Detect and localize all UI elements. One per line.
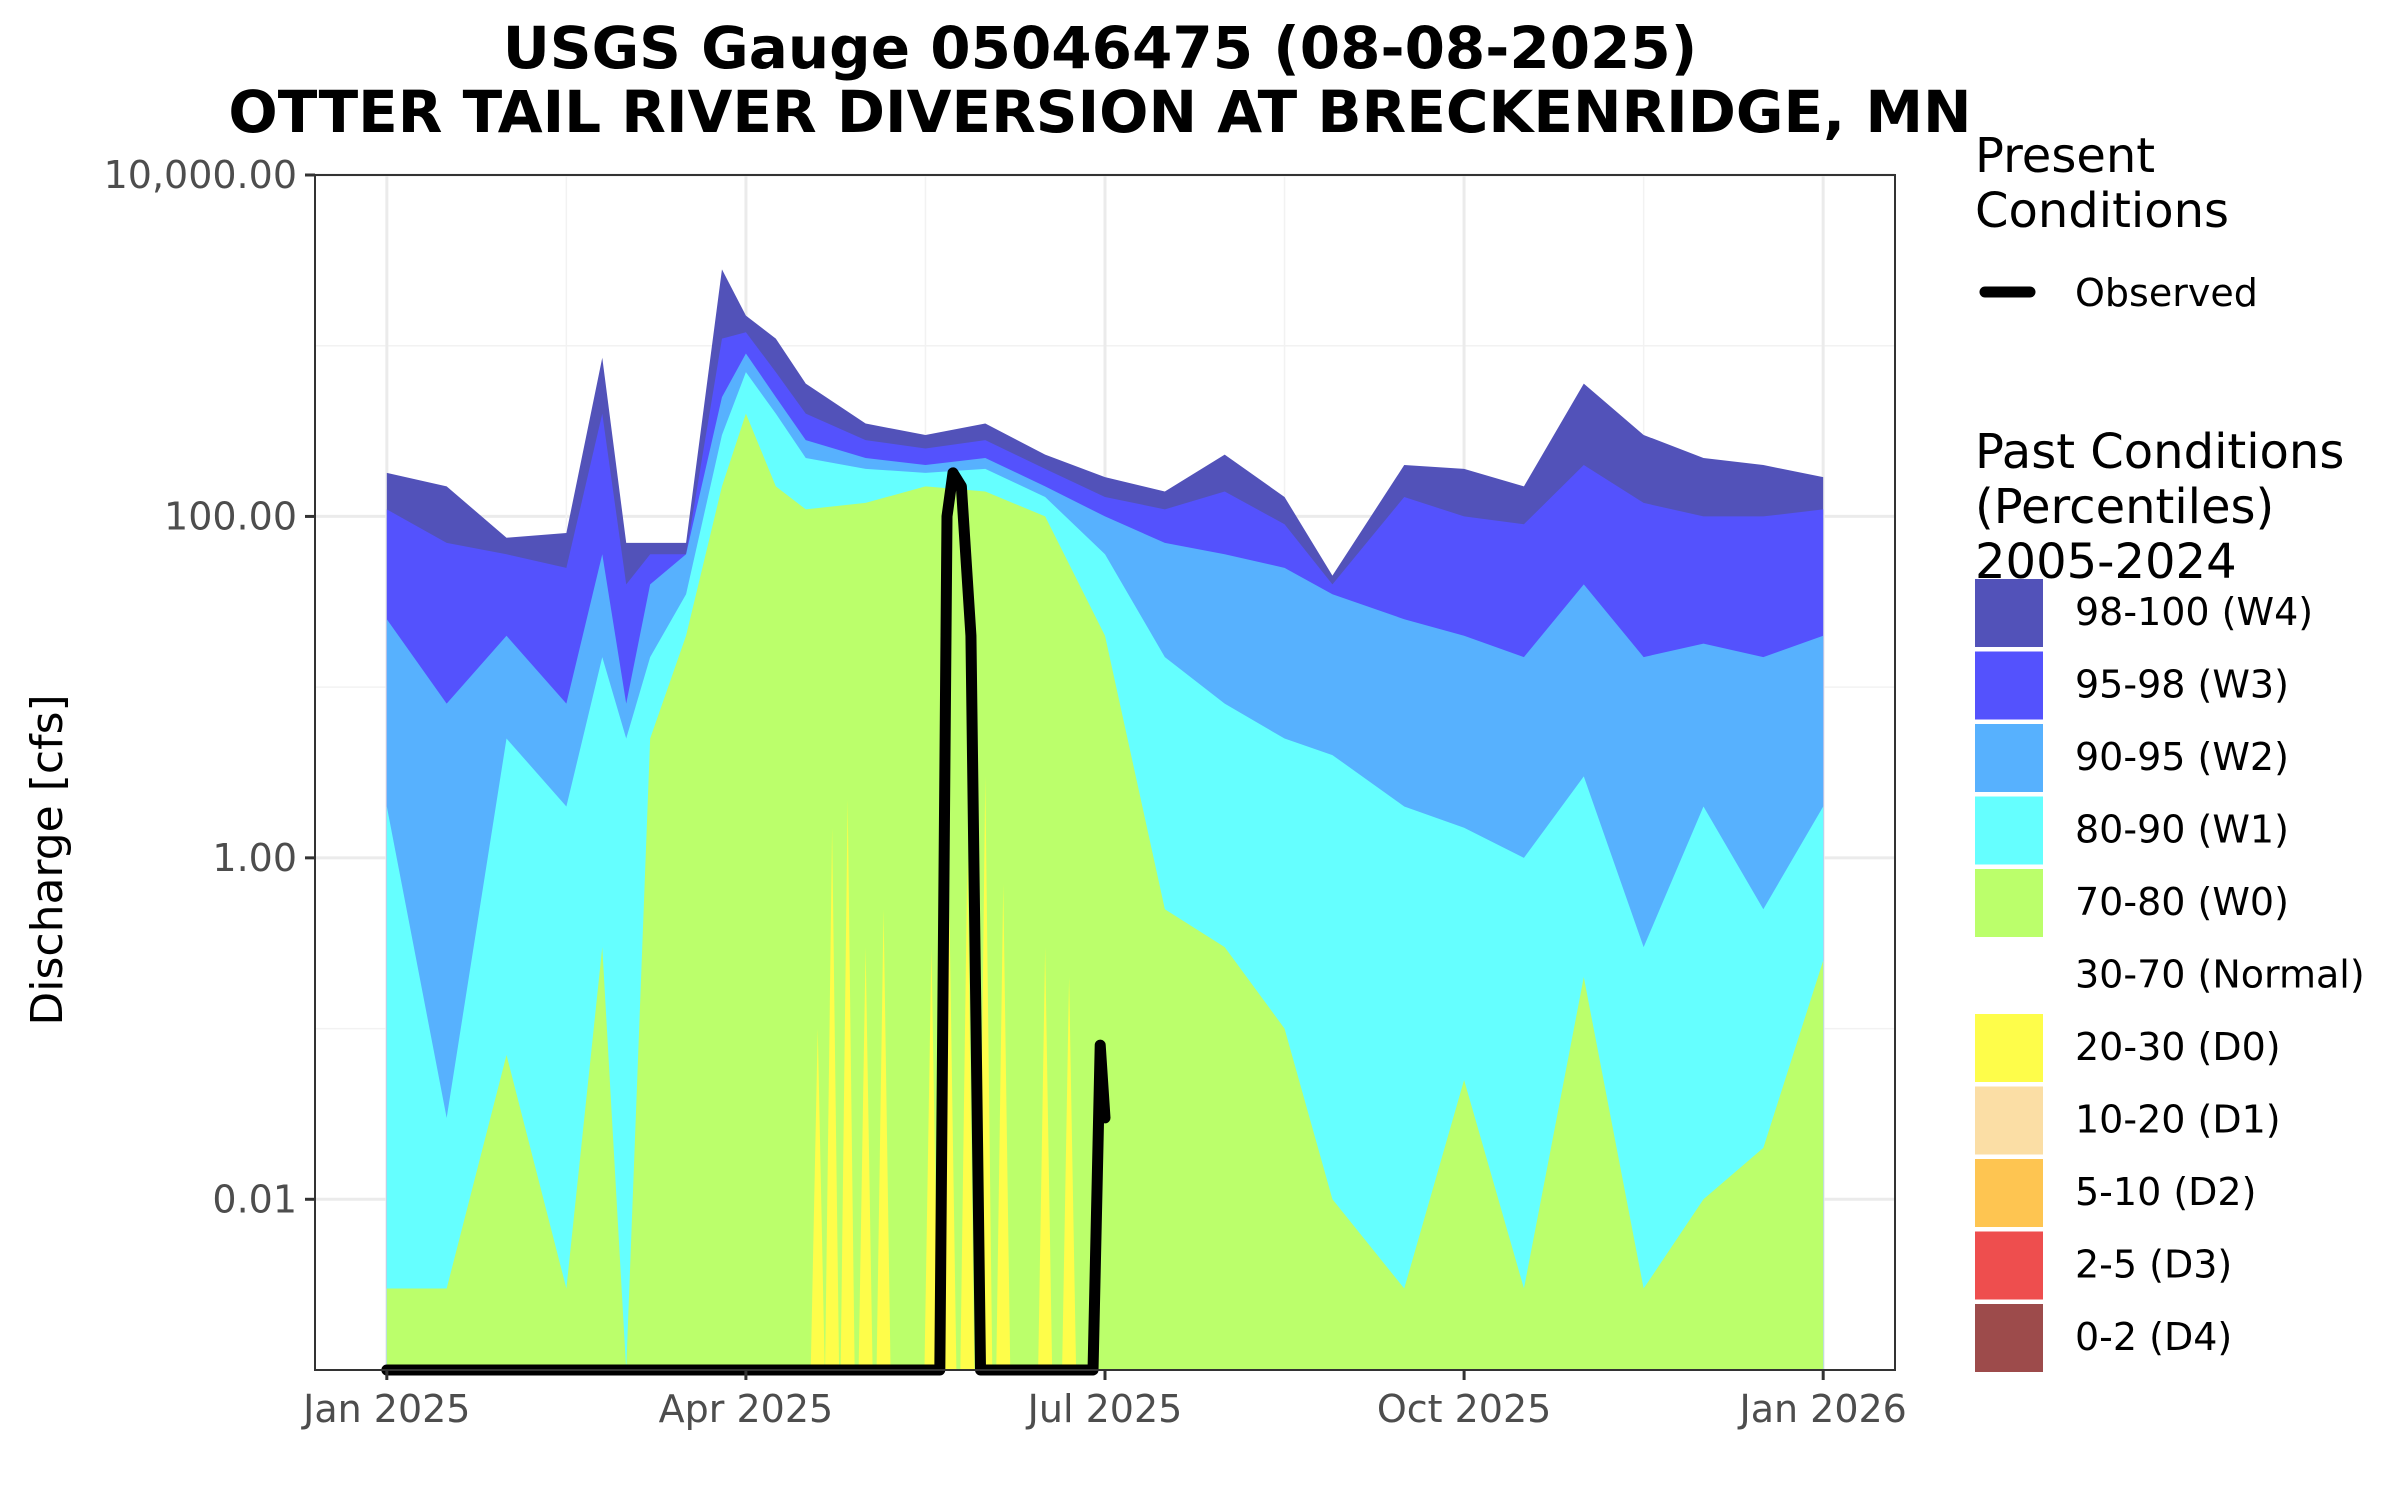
legend-past-title: (Percentiles) bbox=[1975, 479, 2274, 535]
d0-spike bbox=[876, 909, 891, 1370]
chart-subtitle: OTTER TAIL RIVER DIVERSION AT BRECKENRID… bbox=[228, 78, 1971, 146]
legend-label: 0-2 (D4) bbox=[2075, 1315, 2232, 1359]
x-tick-label: Jul 2025 bbox=[1026, 1387, 1183, 1431]
legend-label: 20-30 (D0) bbox=[2075, 1025, 2281, 1069]
legend-label: 10-20 (D1) bbox=[2075, 1098, 2281, 1142]
band-70-80 bbox=[386, 413, 1824, 1370]
y-axis: 0.01 1.00 100.00 10,000.00 bbox=[104, 153, 315, 1221]
x-tick-label: Jan 2026 bbox=[1737, 1387, 1906, 1431]
y-tick-label: 1.00 bbox=[212, 836, 297, 880]
legend-swatch bbox=[1975, 579, 2043, 647]
legend-present-title: Conditions bbox=[1975, 183, 2229, 239]
legend-past-title: Past Conditions bbox=[1975, 424, 2344, 480]
legend-swatch bbox=[1975, 1304, 2043, 1372]
legend-swatch bbox=[1975, 941, 2043, 1010]
legend-swatch bbox=[1975, 724, 2043, 792]
legend-label: 70-80 (W0) bbox=[2075, 880, 2289, 924]
d0-spike bbox=[825, 827, 840, 1370]
legend-label: 2-5 (D3) bbox=[2075, 1243, 2232, 1287]
legend-label: 80-90 (W1) bbox=[2075, 808, 2289, 852]
d0-spike bbox=[924, 947, 939, 1370]
legend-swatch bbox=[1975, 651, 2043, 720]
legend-swatch bbox=[1975, 1086, 2043, 1155]
y-axis-title: Discharge [cfs] bbox=[22, 694, 73, 1025]
observed-series bbox=[381, 467, 1111, 1376]
legend-label: 90-95 (W2) bbox=[2075, 735, 2289, 779]
legend-observed-label: Observed bbox=[2075, 271, 2258, 315]
plot-panel bbox=[314, 173, 1896, 1376]
x-tick-label: Jan 2025 bbox=[301, 1387, 470, 1431]
d0-spike bbox=[960, 857, 975, 1370]
d0-spike bbox=[810, 1028, 825, 1370]
legend-label: 30-70 (Normal) bbox=[2075, 953, 2365, 997]
d0-spike bbox=[858, 947, 873, 1370]
d0-spike bbox=[996, 884, 1011, 1370]
observed-line bbox=[381, 467, 1111, 1376]
legend-swatch bbox=[1975, 869, 2043, 937]
percentile-bands bbox=[386, 269, 1824, 1371]
x-axis: Jan 2025 Apr 2025 Jul 2025 Oct 2025 Jan 2026 bbox=[301, 1370, 1907, 1431]
x-tick-label: Apr 2025 bbox=[659, 1387, 834, 1431]
x-tick-label: Oct 2025 bbox=[1377, 1387, 1552, 1431]
d0-spike bbox=[1038, 947, 1053, 1370]
legend-label: 5-10 (D2) bbox=[2075, 1170, 2256, 1214]
legend-label: 98-100 (W4) bbox=[2075, 590, 2313, 634]
legend-label: 95-98 (W3) bbox=[2075, 663, 2289, 707]
y-tick-label: 100.00 bbox=[164, 494, 297, 538]
d0-spike bbox=[1062, 977, 1077, 1370]
legend-swatch bbox=[1975, 796, 2043, 865]
legend-swatch bbox=[1975, 1231, 2043, 1300]
y-tick-label: 10,000.00 bbox=[104, 153, 297, 197]
d0-spike bbox=[840, 799, 855, 1370]
legend-swatch bbox=[1975, 1159, 2043, 1227]
chart-title: USGS Gauge 05046475 (08-08-2025) bbox=[503, 14, 1698, 82]
y-tick-label: 0.01 bbox=[212, 1177, 297, 1221]
legend-present-title: Present bbox=[1975, 128, 2155, 184]
legend-swatch bbox=[1975, 1014, 2043, 1082]
